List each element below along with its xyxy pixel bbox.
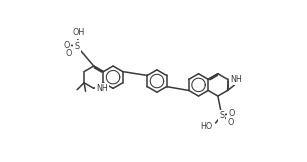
Text: O: O [66,49,72,58]
Text: O: O [227,118,233,127]
Text: S: S [74,41,79,51]
Text: OH: OH [72,28,84,37]
Text: NH: NH [230,75,242,84]
Text: HO: HO [200,122,212,131]
Text: O: O [64,41,70,50]
Text: O: O [228,109,235,118]
Text: NH: NH [96,84,108,93]
Text: S: S [219,111,224,120]
